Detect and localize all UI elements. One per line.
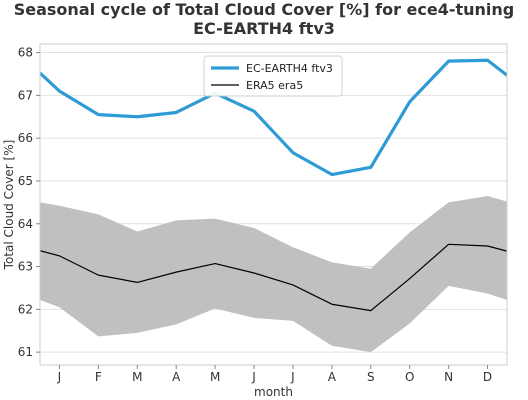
x-tick-label: D — [483, 370, 492, 384]
x-tick-label: J — [251, 370, 256, 384]
y-axis-label: Total Cloud Cover [%] — [2, 140, 16, 271]
legend: EC-EARTH4 ftv3 ERA5 era5 — [203, 55, 343, 97]
legend-label-2: ERA5 era5 — [246, 79, 303, 92]
y-tick-label: 66 — [18, 131, 33, 145]
plot-area — [40, 44, 507, 365]
x-tick-label: J — [57, 370, 62, 384]
legend-label-1: EC-EARTH4 ftv3 — [246, 62, 333, 75]
x-tick-label: J — [290, 370, 295, 384]
y-tick-label: 62 — [18, 302, 33, 316]
series-line-2 — [40, 243, 507, 312]
x-tick-label: O — [405, 370, 414, 384]
y-tick-label: 63 — [18, 260, 33, 274]
x-axis-label: month — [254, 385, 293, 399]
y-tick-label: 65 — [18, 174, 33, 188]
y-tick-label: 67 — [18, 88, 33, 102]
y-tick-label: 68 — [18, 46, 33, 60]
y-tick-label: 61 — [18, 345, 33, 359]
chart-title: Seasonal cycle of Total Cloud Cover [%] … — [13, 0, 515, 38]
x-tick-label: S — [367, 370, 375, 384]
series-range-band — [40, 195, 507, 353]
x-tick-label: N — [444, 370, 453, 384]
x-tick-label: M — [132, 370, 142, 384]
plot-frame — [39, 43, 508, 366]
y-tick-label: 64 — [18, 217, 33, 231]
x-tick-label: F — [95, 370, 102, 384]
x-tick-label: M — [210, 370, 220, 384]
x-tick-label: A — [328, 370, 337, 384]
series-line-1 — [40, 58, 507, 177]
x-tick-label: A — [172, 370, 181, 384]
legend-box — [203, 55, 343, 97]
